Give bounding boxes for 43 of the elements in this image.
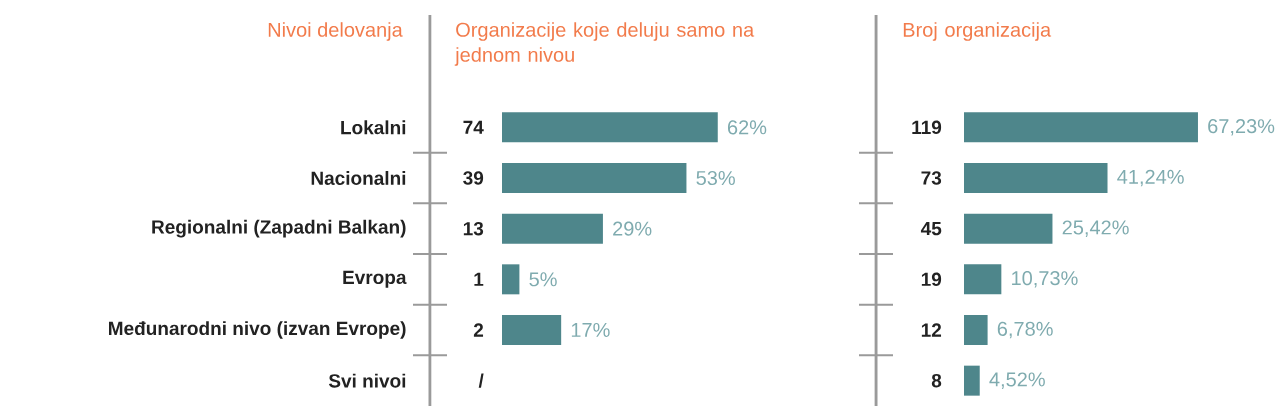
data-label: 41,24% bbox=[1117, 169, 1184, 187]
chart-title: Broj organizacija bbox=[903, 22, 1052, 41]
bar bbox=[502, 163, 687, 193]
y-tick-label: Evropa bbox=[343, 270, 407, 288]
text: 19 bbox=[921, 272, 942, 287]
bar bbox=[964, 163, 1108, 193]
y-axis-title: Nivoi delovanja bbox=[268, 22, 403, 41]
bar bbox=[964, 365, 980, 396]
y-tick-label: Međunarodni nivo (izvan Evrope) bbox=[109, 321, 406, 339]
y-tick-label: Nacionalni bbox=[311, 171, 406, 185]
text: 73 bbox=[921, 171, 942, 185]
bar bbox=[502, 264, 520, 295]
bar bbox=[502, 213, 603, 244]
text: 74 bbox=[463, 120, 484, 134]
text: 1 bbox=[474, 272, 484, 286]
y-tick-label: Regionalni (Zapadni Balkan) bbox=[152, 219, 406, 238]
text: 119 bbox=[912, 120, 942, 135]
text: 13 bbox=[463, 221, 484, 236]
bar bbox=[502, 112, 718, 143]
y-tick-label: Svi nivoi bbox=[328, 373, 406, 388]
chart-title: Organizacije koje deluju samo na jednom nivou bbox=[454, 22, 755, 66]
bar bbox=[502, 314, 562, 345]
data-label: 25,42% bbox=[1062, 220, 1129, 237]
text: 45 bbox=[920, 222, 942, 236]
text: 8 bbox=[931, 373, 942, 388]
text: 12 bbox=[921, 323, 942, 337]
bar bbox=[964, 112, 1198, 143]
bar bbox=[964, 314, 988, 345]
data-label: 5% bbox=[529, 272, 557, 287]
text: 2 bbox=[473, 323, 484, 337]
bar bbox=[964, 264, 1002, 295]
data-label: 62% bbox=[727, 120, 767, 135]
data-label: 29% bbox=[613, 221, 652, 236]
data-label: 53% bbox=[696, 170, 735, 186]
y-tick-label: Lokalni bbox=[341, 120, 406, 135]
data-label: 6,78% bbox=[997, 321, 1053, 339]
data-label: 67,23% bbox=[1208, 119, 1275, 136]
bar bbox=[964, 213, 1053, 244]
data-label: 10,73% bbox=[1012, 271, 1078, 288]
data-label: 4,52% bbox=[989, 372, 1045, 389]
text: / bbox=[478, 373, 484, 388]
data-label: 17% bbox=[571, 322, 610, 337]
text: 39 bbox=[463, 171, 484, 185]
